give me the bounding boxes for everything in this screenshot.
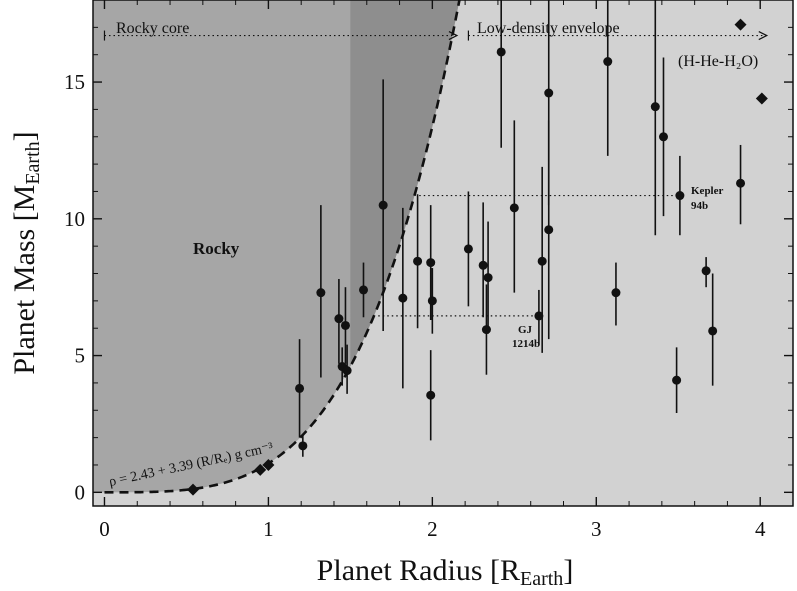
data-point-1 <box>298 441 308 451</box>
guide-lines <box>378 194 674 317</box>
data-point-0 <box>295 383 305 393</box>
y-tick-label-2: 10 <box>64 207 85 231</box>
diamond-marker-1 <box>254 463 267 476</box>
data-point-11 <box>426 258 436 268</box>
data-point-14 <box>463 244 473 254</box>
data-point-26 <box>650 102 660 112</box>
data-point-6 <box>342 366 352 376</box>
data-point-12 <box>427 296 437 306</box>
data-point-9 <box>398 293 408 303</box>
solar-system-markers <box>187 18 768 496</box>
diamond-marker-3 <box>734 18 747 31</box>
diamond-marker-2 <box>262 458 275 471</box>
data-point-15 <box>478 260 488 270</box>
data-point-20 <box>534 311 544 321</box>
data-point-19 <box>509 203 519 213</box>
transition-band <box>350 0 460 367</box>
data-point-23 <box>544 88 554 98</box>
data-point-30 <box>701 266 711 276</box>
y-tick-label-1: 5 <box>75 344 86 368</box>
envelope-arrow-head <box>758 31 769 41</box>
y-tick-label-3: 15 <box>64 70 85 94</box>
data-point-21 <box>537 256 547 266</box>
data-point-32 <box>736 178 746 188</box>
data-point-7 <box>358 285 368 295</box>
data-point-17 <box>481 325 491 335</box>
kepler-94b-label-line1: Kepler <box>691 185 723 197</box>
plot-frame <box>92 0 794 507</box>
kepler-94b-label-line2: 94b <box>691 200 708 212</box>
x-tick-label-1: 1 <box>263 517 274 541</box>
diamond-marker-4 <box>755 92 768 105</box>
rocky-region-label: Rocky <box>193 239 240 258</box>
x-tick-label-4: 4 <box>755 517 766 541</box>
data-point-13 <box>426 390 436 400</box>
composition-boundary-curve <box>104 0 461 494</box>
data-point-31 <box>708 326 718 336</box>
x-tick-label-2: 2 <box>427 517 438 541</box>
axis-tick-labels: 0 1 2 3 4 0 5 10 15 <box>64 70 766 541</box>
low-density-envelope-label: Low-density envelope <box>477 20 620 37</box>
data-point-16 <box>483 273 493 283</box>
composition-label: (H-He-H₂O) <box>678 53 758 70</box>
data-point-29 <box>675 191 685 201</box>
x-axis-title: Planet Radius [REarth] <box>317 554 574 590</box>
data-point-28 <box>672 375 682 385</box>
gj-1214b-label-line1: GJ <box>518 324 533 336</box>
region-arrows <box>103 30 769 41</box>
y-axis-title: Planet Mass [MEarth] <box>8 131 44 374</box>
x-tick-label-3: 3 <box>591 517 602 541</box>
data-point-27 <box>658 132 668 142</box>
diamond-marker-0 <box>187 483 199 496</box>
rocky-core-arrow-head <box>448 31 459 41</box>
data-points <box>295 47 746 451</box>
gj-1214b-label-line2: 1214b <box>512 338 540 350</box>
data-point-5 <box>340 320 350 330</box>
axis-ticks <box>93 0 793 506</box>
data-point-3 <box>334 314 344 324</box>
data-point-2 <box>316 288 326 298</box>
y-tick-label-0: 0 <box>75 480 86 504</box>
x-tick-label-0: 0 <box>99 517 110 541</box>
data-point-18 <box>496 47 506 57</box>
data-point-24 <box>603 57 613 67</box>
data-point-25 <box>611 288 621 298</box>
rocky-core-label: Rocky core <box>116 20 189 37</box>
data-point-10 <box>413 256 423 266</box>
data-point-8 <box>378 200 388 210</box>
data-point-22 <box>544 225 554 235</box>
